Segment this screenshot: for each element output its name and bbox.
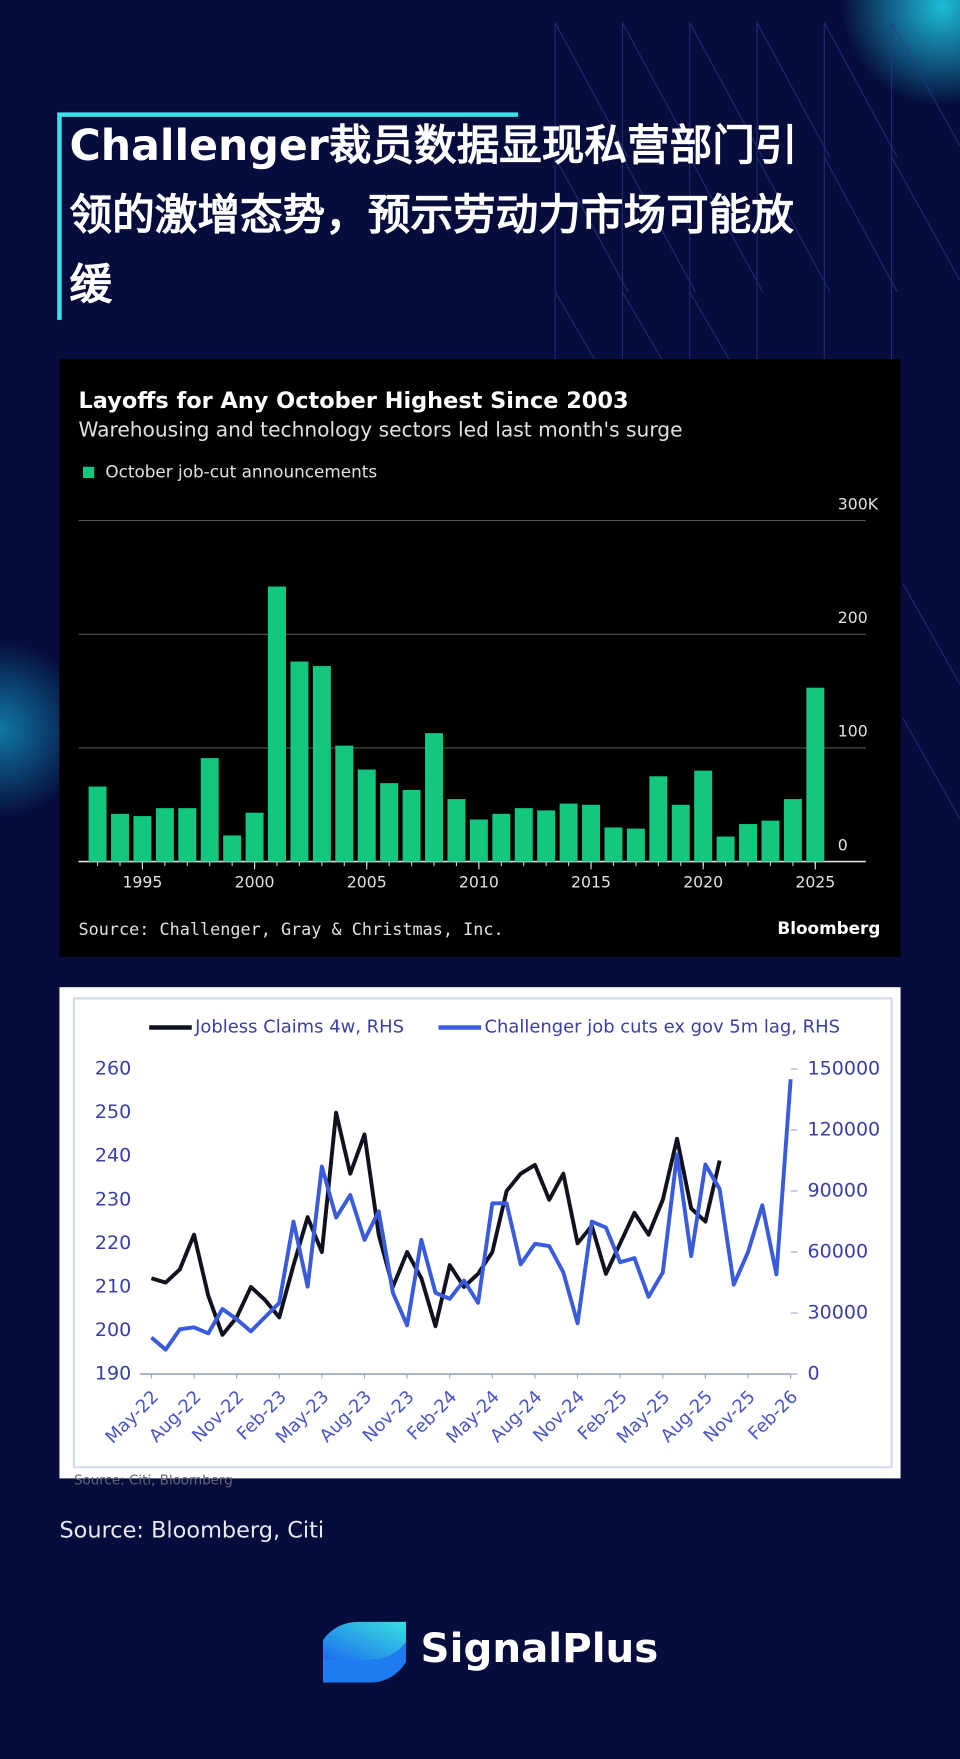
bar xyxy=(402,789,421,862)
bar xyxy=(492,813,511,862)
bar xyxy=(806,687,825,862)
bar xyxy=(514,808,533,862)
bar xyxy=(739,824,758,862)
x-tick-label: 2000 xyxy=(235,872,275,891)
bar xyxy=(694,770,713,862)
y-tick-label: 100 xyxy=(838,722,868,741)
title-frame xyxy=(57,112,519,320)
bar xyxy=(582,804,600,862)
bar xyxy=(671,804,690,862)
x-tick-label: 2010 xyxy=(459,872,499,891)
y-tick-label: 250 xyxy=(95,1101,131,1123)
bar xyxy=(469,819,488,862)
bar xyxy=(357,769,376,862)
bar xyxy=(604,827,623,862)
bar xyxy=(245,812,264,862)
x-tick-label: 2020 xyxy=(683,872,723,891)
series-line xyxy=(150,1110,722,1337)
y-tick-label: 200 xyxy=(838,608,868,627)
chart-1: Layoffs for Any October Highest Since 20… xyxy=(79,388,881,939)
bar xyxy=(335,745,354,862)
bar xyxy=(200,758,219,862)
brand: SignalPlus xyxy=(421,1625,659,1672)
y-tick-label: 260 xyxy=(95,1058,131,1080)
bar xyxy=(537,810,556,862)
bar xyxy=(425,733,443,862)
bar xyxy=(178,808,197,862)
bar xyxy=(783,799,802,862)
y-tick-label: 240 xyxy=(95,1145,131,1167)
chart-source: Source: Citi, Bloomberg xyxy=(74,1474,233,1489)
page-source: Source: Bloomberg, Citi xyxy=(59,1518,324,1544)
glow xyxy=(841,0,960,107)
legend-swatch xyxy=(82,466,95,479)
bar xyxy=(155,808,174,862)
x-tick-label: 2025 xyxy=(795,872,835,891)
chart-subtitle: Warehousing and technology sectors led l… xyxy=(79,417,683,441)
bar xyxy=(268,586,286,862)
chart-frame xyxy=(72,997,893,1469)
y2-tick-label: 120000 xyxy=(807,1119,880,1141)
y-tick-label: 300K xyxy=(838,494,879,513)
chart-source: Source: Challenger, Gray & Christmas, In… xyxy=(79,919,504,939)
logo-shape xyxy=(322,1621,406,1661)
y2-tick-label: 0 xyxy=(807,1363,819,1385)
x-tick-label: 2015 xyxy=(571,872,611,891)
y-tick-label: 210 xyxy=(95,1275,131,1297)
chart-title: Layoffs for Any October Highest Since 20… xyxy=(79,388,629,414)
x-tick-label: 2005 xyxy=(347,872,387,891)
y2-tick-label: 90000 xyxy=(807,1180,868,1202)
x-tick-label: 1995 xyxy=(122,872,162,891)
title-line: Challenger裁员数据显现私营部门引 xyxy=(70,121,798,171)
logo-shape xyxy=(322,1642,406,1683)
bar xyxy=(290,661,309,862)
bar xyxy=(312,666,331,862)
chart-panel xyxy=(59,987,901,1479)
bar xyxy=(559,803,578,862)
bar xyxy=(649,776,668,862)
bar xyxy=(761,820,780,862)
logo: SignalPlus xyxy=(322,1621,659,1683)
y2-tick-label: 60000 xyxy=(807,1241,868,1263)
chart-panel xyxy=(59,359,901,957)
bar xyxy=(133,816,152,862)
title-line: 领的激增态势，预示劳动力市场可能放 xyxy=(70,190,795,240)
y-tick-label: 230 xyxy=(95,1188,131,1210)
bar xyxy=(88,786,107,862)
series-line xyxy=(150,1079,793,1352)
bar xyxy=(716,836,735,862)
chart-brand: Bloomberg xyxy=(777,918,880,938)
legend-label: October job-cut announcements xyxy=(105,461,377,481)
bar xyxy=(626,828,645,862)
y2-tick-label: 150000 xyxy=(807,1058,880,1080)
legend-label: Challenger job cuts ex gov 5m lag, RHS xyxy=(484,1017,840,1038)
y-tick-label: 200 xyxy=(95,1319,131,1341)
y-tick-label: 190 xyxy=(95,1363,131,1385)
bar xyxy=(111,813,129,862)
legend-label: Jobless Claims 4w, RHS xyxy=(194,1017,404,1038)
y2-tick-label: 30000 xyxy=(807,1302,868,1324)
bar xyxy=(223,835,242,862)
y-tick-label: 0 xyxy=(838,835,848,854)
bar xyxy=(447,799,466,862)
bar xyxy=(380,783,399,862)
title-line: 缓 xyxy=(70,260,113,310)
decor-lines xyxy=(554,22,960,820)
y-tick-label: 220 xyxy=(95,1232,131,1254)
